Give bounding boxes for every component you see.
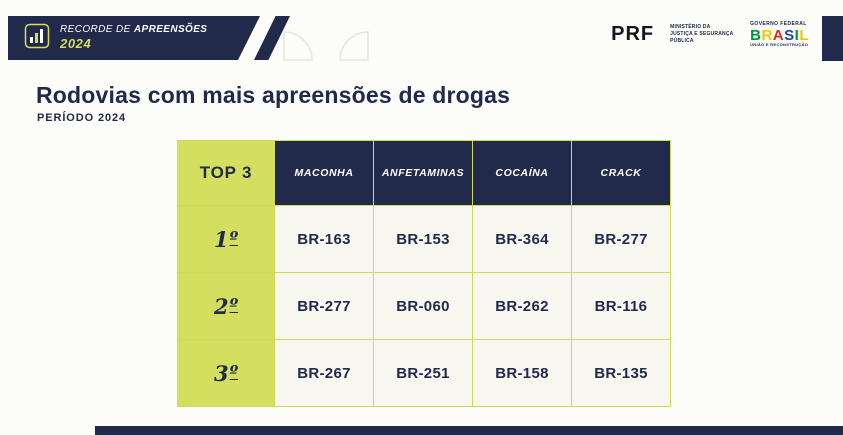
banner-title-regular: RECORDE DE	[60, 23, 131, 35]
highway-cell: BR-277	[275, 273, 373, 339]
highway-cell: BR-262	[473, 273, 571, 339]
highway-cell: BR-158	[473, 340, 571, 406]
column-header-cocaina: COCAÍNA	[473, 141, 571, 205]
corner-block-decoration	[822, 16, 843, 61]
highway-cell: BR-116	[572, 273, 670, 339]
rank-number: 3	[213, 360, 229, 386]
logo-strip: PRF MINISTÉRIO DA JUSTIÇA E SEGURANÇA PÚ…	[611, 21, 809, 47]
page-title: Rodovias com mais apreensões de drogas	[36, 82, 511, 108]
column-header-maconha: MACONHA	[275, 141, 373, 205]
brasil-letter: R	[761, 26, 773, 44]
highway-cell: BR-135	[572, 340, 670, 406]
highway-cell: BR-364	[473, 206, 571, 272]
leaf-decoration	[283, 31, 369, 61]
banner-text: RECORDE DE APREENSÕES 2024	[60, 24, 207, 53]
brasil-letter: S	[784, 26, 795, 44]
period-label: PERÍODO 2024	[37, 112, 127, 124]
highway-cell: BR-267	[275, 340, 373, 406]
corner-label: TOP 3	[178, 141, 274, 205]
brasil-wordmark: BRASIL	[750, 28, 809, 43]
prf-logo: PRF	[611, 22, 655, 45]
highway-cell: BR-153	[374, 206, 472, 272]
brasil-slogan: UNIÃO E RECONSTRUÇÃO	[750, 41, 809, 47]
highway-cell: BR-277	[572, 206, 670, 272]
rank-number: 1	[213, 226, 229, 252]
highway-cell: BR-163	[275, 206, 373, 272]
footer-bar-decoration	[95, 426, 843, 435]
column-header-anfetaminas: ANFETAMINAS	[374, 141, 472, 205]
brasil-letter: L	[799, 26, 809, 44]
banner-title-bold: APREENSÕES	[133, 23, 208, 35]
banner-title: RECORDE DE APREENSÕES	[60, 24, 207, 37]
rank-ordinal: º	[229, 296, 239, 316]
highway-cell: BR-251	[374, 340, 472, 406]
ministry-label: MINISTÉRIO DA JUSTIÇA E SEGURANÇA PÚBLIC…	[670, 23, 734, 45]
brasil-letter: A	[772, 26, 785, 44]
governo-federal-label: GOVERNO FEDERAL	[750, 21, 807, 27]
top3-table: TOP 3 MACONHA ANFETAMINAS COCAÍNA CRACK …	[177, 140, 671, 407]
rank-ordinal: º	[229, 363, 239, 383]
brasil-letter: I	[794, 26, 800, 44]
brasil-letter: B	[750, 26, 762, 44]
column-header-crack: CRACK	[572, 141, 670, 205]
bar-chart-icon	[24, 23, 50, 54]
banner-year: 2024	[60, 36, 92, 52]
highway-cell: BR-060	[374, 273, 472, 339]
governo-federal-logo: GOVERNO FEDERAL BRASIL UNIÃO E RECONSTRU…	[750, 21, 809, 47]
rank-ordinal: º	[229, 229, 239, 249]
rank-number: 2	[213, 293, 229, 319]
report-banner: RECORDE DE APREENSÕES 2024	[8, 16, 260, 60]
